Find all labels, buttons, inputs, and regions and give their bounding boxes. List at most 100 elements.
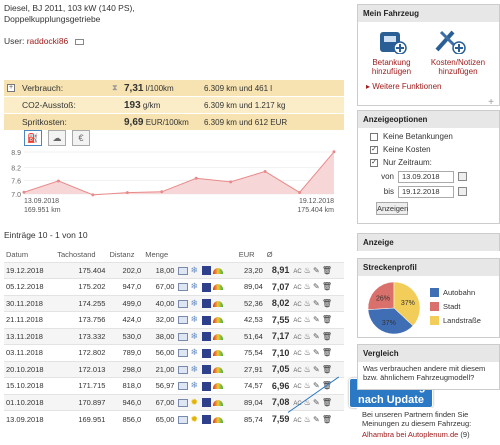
calendar-icon[interactable] <box>458 172 467 181</box>
edit-icon[interactable]: ✎ <box>313 364 320 374</box>
to-date-input[interactable]: 19.12.2018 <box>398 185 454 198</box>
col-quantity-header[interactable]: Menge <box>145 250 169 260</box>
heating-icon: ♨ <box>303 282 311 292</box>
ac-icon: AC <box>293 318 302 325</box>
gauge-icon <box>213 267 224 274</box>
edit-icon[interactable]: ✎ <box>313 414 320 424</box>
data-point[interactable] <box>160 190 164 194</box>
table-row[interactable]: 13.11.2018 173.332 530,0 38,00 ❄ 51,64 7,17 A… <box>4 327 344 345</box>
cell-eur: 85,74 <box>236 410 265 427</box>
checkbox-checked-icon[interactable]: ✓ <box>370 158 378 167</box>
delete-icon[interactable]: 🗑 <box>321 397 332 407</box>
table-row[interactable]: 03.11.2018 172.802 789,0 56,00 ❄ 75,54 7,10 A… <box>4 344 344 361</box>
table-row[interactable]: 15.10.2018 171.715 818,0 56,97 ❄ 74,57 6,96 A… <box>4 377 344 394</box>
cell-eur: 51,64 <box>236 327 265 345</box>
car-description-line2: Doppelkupplungsgetriebe <box>4 14 101 24</box>
euro-chart-icon[interactable]: € <box>72 130 90 146</box>
entries-table: Datum Tachostand Distanz Menge EUR Ø 19.… <box>4 248 344 427</box>
option-no-costs[interactable]: ✓ Keine Kosten <box>370 145 431 154</box>
delete-icon[interactable]: 🗑 <box>321 282 332 292</box>
stat-value: 9,69 <box>124 116 144 128</box>
checkbox-checked-icon[interactable]: ✓ <box>370 145 378 154</box>
cell-odometer: 173.756 <box>55 311 108 328</box>
data-point[interactable] <box>125 191 129 195</box>
col-odometer-header[interactable]: Tachostand <box>57 250 96 260</box>
option-period[interactable]: ✓ Nur Zeitraum: <box>370 158 432 167</box>
fuel-card-icon <box>178 382 189 391</box>
cell-odometer: 174.255 <box>55 294 108 312</box>
cell-icons: ✹ <box>176 393 237 411</box>
pie-slice-autobahn <box>367 307 414 335</box>
car-description-line1: Diesel, BJ 2011, 103 kW (140 PS), <box>4 3 135 13</box>
partner-link[interactable]: Alhambra bei Autoplenum.de <box>362 430 459 439</box>
from-date-input[interactable]: 13.09.2018 <box>398 170 454 183</box>
gauge-icon <box>213 300 224 307</box>
option-no-fuel[interactable]: Keine Betankungen <box>358 130 499 143</box>
entries-title: Einträge 10 - 1 von 10 <box>4 230 88 240</box>
route-pie-chart: 37% 26% 37% <box>367 281 421 335</box>
delete-icon[interactable]: 🗑 <box>321 414 332 424</box>
plus-icon[interactable]: + <box>488 97 494 108</box>
edit-icon[interactable]: ✎ <box>313 298 320 308</box>
ac-icon: AC <box>293 367 302 374</box>
stat-aux: 6.309 km und 461 l <box>204 83 273 93</box>
table-row[interactable]: 19.12.2018 175.404 202,0 18,00 ❄ 23,20 8,91 A… <box>4 261 344 279</box>
delete-icon[interactable]: 🗑 <box>321 298 332 308</box>
col-eur-header[interactable]: EUR <box>238 250 255 260</box>
edit-icon[interactable]: ✎ <box>313 397 320 407</box>
edit-icon[interactable]: ✎ <box>313 381 320 391</box>
edit-icon[interactable]: ✎ <box>313 315 320 325</box>
add-fuel-button[interactable]: Betankung hinzufügen <box>372 28 411 76</box>
table-row[interactable]: 20.10.2018 172.013 298,0 21,00 ❄ 27,91 7,05 A… <box>4 360 344 378</box>
edit-icon[interactable]: ✎ <box>313 282 320 292</box>
col-date-header[interactable]: Datum <box>6 250 29 260</box>
heating-icon: ♨ <box>303 298 311 308</box>
snowflake-icon: ❄ <box>190 330 199 341</box>
checkbox-unchecked-icon[interactable] <box>370 132 378 141</box>
edit-icon[interactable]: ✎ <box>313 331 320 341</box>
col-icons-header <box>176 248 236 262</box>
add-cost-button[interactable]: Kosten/Notizen hinzufügen <box>431 28 485 76</box>
col-distance-header[interactable]: Distanz <box>109 250 135 260</box>
delete-icon[interactable]: 🗑 <box>321 315 332 325</box>
more-functions-link[interactable]: ▸ Weitere Funktionen <box>366 82 442 91</box>
compare-text[interactable]: Was verbrauchen andere mit diesem bzw. ä… <box>363 364 486 382</box>
edit-icon[interactable]: ✎ <box>313 265 320 275</box>
delete-icon[interactable]: 🗑 <box>321 265 332 275</box>
calendar-icon[interactable] <box>458 187 467 196</box>
table-row[interactable]: 30.11.2018 174.255 499,0 40,00 ❄ 52,36 8,02 A… <box>4 294 344 312</box>
data-point[interactable] <box>332 150 336 154</box>
data-point[interactable] <box>22 190 26 194</box>
data-point[interactable] <box>91 193 95 197</box>
data-point[interactable] <box>229 180 233 184</box>
table-row[interactable]: 05.12.2018 175.202 947,0 67,00 ❄ 89,04 7,07 A… <box>4 278 344 295</box>
table-row[interactable]: 13.09.2018 169.951 856,0 65,00 ✹ 85,74 7,59 A… <box>4 410 344 427</box>
cell-quantity: 38,00 <box>143 327 177 345</box>
mail-icon[interactable] <box>74 38 84 45</box>
heating-icon: ♨ <box>303 364 311 374</box>
cell-actions: AC ♨ ✎ 🗑 <box>291 410 344 427</box>
table-row[interactable]: 21.11.2018 173.756 424,0 32,00 ❄ 42,53 7,55 A… <box>4 311 344 328</box>
cell-actions: AC ♨ ✎ 🗑 <box>291 360 344 378</box>
user-link[interactable]: raddocki86 <box>26 36 69 46</box>
data-point[interactable] <box>263 169 267 173</box>
gauge-icon <box>213 399 224 406</box>
expand-icon[interactable]: + <box>7 84 15 92</box>
delete-icon[interactable]: 🗑 <box>321 348 332 358</box>
data-point[interactable] <box>56 179 60 183</box>
sun-icon: ✹ <box>190 396 199 407</box>
delete-icon[interactable]: 🗑 <box>321 331 332 341</box>
data-point[interactable] <box>298 190 302 194</box>
edit-icon[interactable]: ✎ <box>313 348 320 358</box>
compare-panel-title: Vergleich <box>358 345 499 362</box>
col-avg-header[interactable]: Ø <box>266 250 273 260</box>
show-button[interactable]: Anzeigen <box>376 202 409 215</box>
delete-icon[interactable]: 🗑 <box>321 364 332 374</box>
fuel-chart-icon[interactable]: ⛽ <box>24 130 42 146</box>
fuel-card-icon <box>178 266 189 275</box>
co2-chart-icon[interactable]: ☁ <box>48 130 66 146</box>
data-point[interactable] <box>194 176 198 180</box>
cell-avg: 7,07 <box>264 278 292 295</box>
stat-label: CO2-Ausstoß: <box>22 100 76 110</box>
